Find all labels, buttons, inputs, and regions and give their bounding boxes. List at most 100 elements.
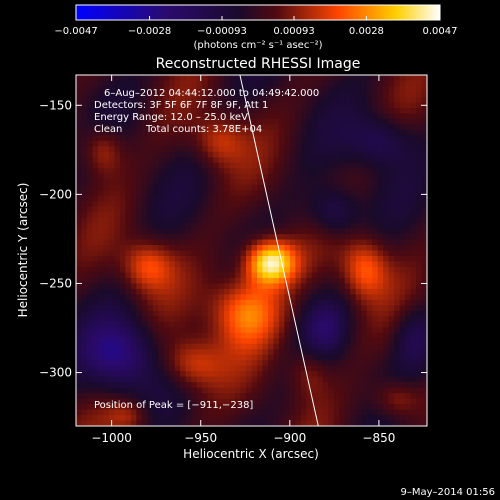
heatmap-cell: [251, 206, 258, 213]
heatmap-cell: [328, 217, 335, 224]
heatmap-cell: [355, 393, 362, 400]
heatmap-cell: [344, 179, 351, 186]
heatmap-cell: [256, 96, 264, 104]
heatmap-cell: [114, 250, 121, 257]
heatmap-cell: [81, 398, 88, 405]
heatmap-cell: [350, 129, 357, 136]
heatmap-cell: [361, 151, 368, 158]
heatmap-cell: [273, 206, 280, 213]
heatmap-cell: [388, 338, 395, 345]
heatmap-cell: [196, 398, 203, 405]
heatmap-cell: [394, 201, 401, 208]
heatmap-cell: [240, 140, 247, 147]
heatmap-cell: [317, 157, 324, 164]
heatmap-cell: [361, 261, 368, 268]
heatmap-cell: [366, 113, 373, 120]
heatmap-cell: [108, 272, 115, 279]
heatmap-cell: [125, 168, 132, 175]
heatmap-cell: [377, 283, 384, 290]
heatmap-cell: [92, 206, 99, 213]
heatmap-cell: [141, 201, 148, 208]
heatmap-cell: [278, 294, 285, 301]
heatmap-cell: [169, 354, 176, 361]
heatmap-cell: [311, 107, 318, 114]
heatmap-cell: [372, 85, 379, 93]
heatmap-cell: [86, 140, 94, 147]
heatmap-cell: [416, 349, 423, 356]
heatmap-cell: [191, 294, 198, 301]
heatmap-cell: [108, 255, 115, 263]
heatmap-cell: [377, 75, 384, 82]
heatmap-cell: [262, 190, 269, 197]
heatmap-cell: [202, 299, 209, 306]
heatmap-cell: [317, 75, 324, 82]
heatmap-cell: [207, 217, 214, 224]
heatmap-cell: [388, 305, 395, 312]
heatmap-cell: [278, 371, 285, 378]
heatmap-cell: [224, 234, 231, 241]
heatmap-cell: [174, 354, 181, 361]
heatmap-cell: [213, 157, 220, 164]
heatmap-cell: [262, 195, 269, 202]
heatmap-cell: [81, 283, 88, 290]
heatmap-cell: [421, 206, 427, 213]
heatmap-cell: [174, 91, 181, 98]
heatmap-cell: [169, 299, 176, 306]
heatmap-cell: [262, 283, 269, 290]
heatmap-cell: [125, 239, 132, 246]
heatmap-cell: [366, 190, 373, 197]
heatmap-cell: [410, 168, 417, 175]
heatmap-cell: [147, 327, 154, 334]
heatmap-cell: [273, 349, 280, 356]
heatmap-cell: [399, 212, 406, 219]
heatmap-cell: [76, 371, 83, 378]
heatmap-cell: [377, 190, 384, 197]
heatmap-cell: [344, 294, 351, 301]
heatmap-cell: [394, 294, 401, 301]
heatmap-cell: [328, 310, 335, 317]
heatmap-cell: [202, 376, 209, 383]
heatmap-cell: [322, 332, 329, 339]
heatmap-cell: [383, 255, 390, 263]
heatmap-cell: [300, 250, 307, 257]
heatmap-cell: [339, 272, 346, 279]
heatmap-cell: [350, 415, 357, 422]
heatmap-cell: [224, 250, 231, 257]
heatmap-cell: [180, 179, 187, 186]
heatmap-cell: [108, 343, 115, 350]
heatmap-cell: [147, 272, 154, 279]
heatmap-cell: [213, 201, 220, 208]
heatmap-cell: [235, 277, 242, 284]
heatmap-cell: [289, 91, 296, 98]
heatmap-cell: [108, 80, 115, 87]
heatmap-cell: [202, 195, 209, 202]
heatmap-cell: [207, 201, 214, 208]
heatmap-cell: [300, 272, 307, 279]
heatmap-cell: [235, 168, 242, 175]
heatmap-cell: [152, 91, 159, 98]
heatmap-cell: [191, 168, 198, 175]
heatmap-cell: [273, 415, 280, 422]
heatmap-cell: [141, 387, 148, 394]
heatmap-cell: [229, 80, 236, 87]
heatmap-cell: [97, 157, 105, 164]
heatmap-cell: [125, 157, 132, 164]
heatmap-cell: [108, 371, 115, 378]
heatmap-cell: [125, 234, 132, 241]
heatmap-cell: [251, 162, 258, 169]
heatmap-cell: [410, 288, 417, 295]
heatmap-cell: [289, 321, 296, 328]
heatmap-cell: [366, 135, 373, 142]
heatmap-cell: [114, 140, 121, 147]
heatmap-cell: [147, 195, 154, 202]
heatmap-cell: [125, 305, 132, 312]
heatmap-cell: [169, 398, 176, 405]
heatmap-cell: [300, 190, 307, 197]
heatmap-cell: [251, 91, 258, 98]
heatmap-cell: [267, 135, 275, 142]
heatmap-cell: [344, 168, 351, 175]
heatmap-cell: [410, 316, 417, 323]
heatmap-cell: [169, 212, 176, 219]
heatmap-cell: [125, 184, 132, 191]
heatmap-cell: [163, 332, 170, 339]
